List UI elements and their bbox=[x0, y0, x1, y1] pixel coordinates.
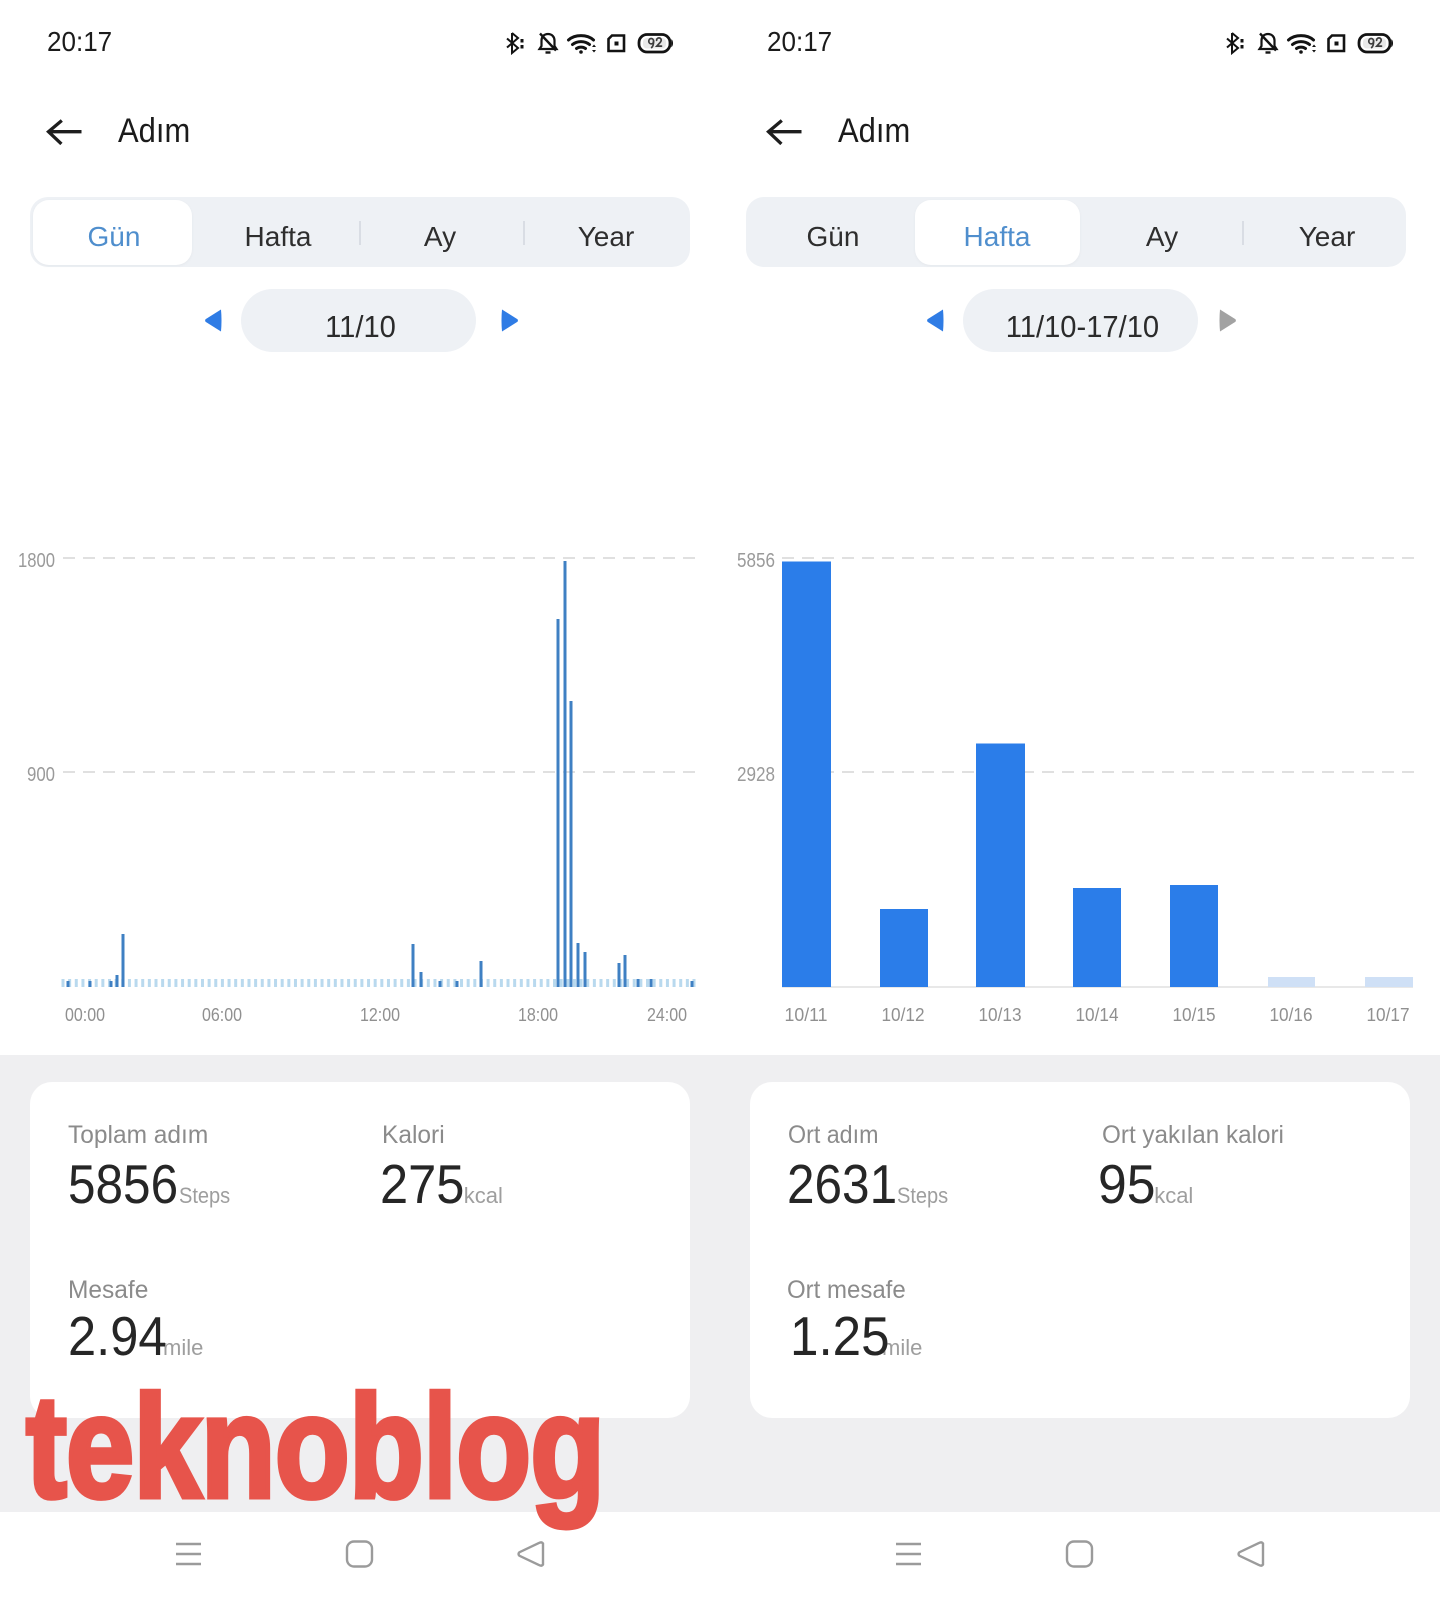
svg-text:900: 900 bbox=[27, 764, 55, 786]
svg-text:10/16: 10/16 bbox=[1270, 1004, 1313, 1025]
svg-text:5856: 5856 bbox=[737, 550, 775, 572]
svg-text:18:00: 18:00 bbox=[518, 1004, 558, 1025]
svg-text:2928: 2928 bbox=[737, 764, 775, 786]
svg-text:00:00: 00:00 bbox=[65, 1004, 105, 1025]
svg-text:12:00: 12:00 bbox=[360, 1004, 400, 1025]
svg-text:10/14: 10/14 bbox=[1076, 1004, 1119, 1025]
svg-text:10/11: 10/11 bbox=[785, 1004, 828, 1025]
svg-text:10/13: 10/13 bbox=[979, 1004, 1022, 1025]
svg-text:1800: 1800 bbox=[18, 550, 55, 572]
svg-text:06:00: 06:00 bbox=[202, 1004, 242, 1025]
svg-text:24:00: 24:00 bbox=[647, 1004, 687, 1025]
svg-text:10/12: 10/12 bbox=[882, 1004, 925, 1025]
svg-text:10/17: 10/17 bbox=[1367, 1004, 1410, 1025]
svg-text:10/15: 10/15 bbox=[1173, 1004, 1216, 1025]
